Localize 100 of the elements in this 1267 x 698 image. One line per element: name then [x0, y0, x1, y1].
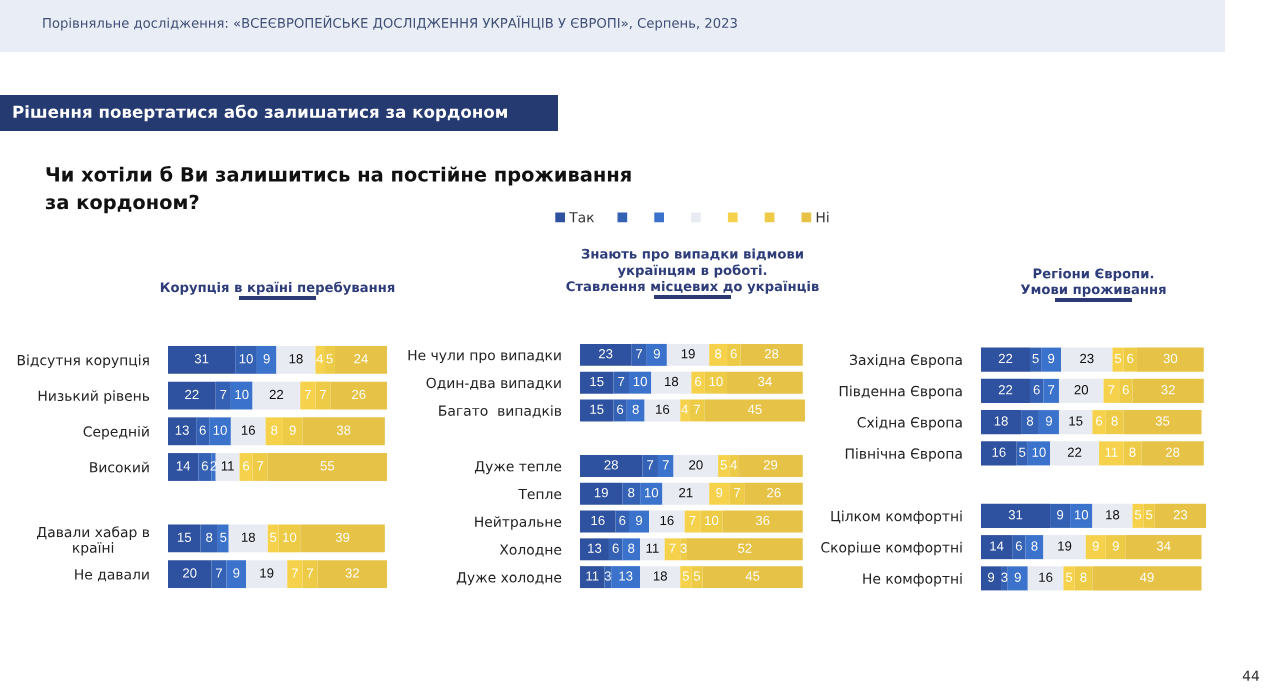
legend-label: Так [569, 212, 595, 223]
data-label: 7 [220, 389, 227, 399]
data-label: 24 [354, 354, 368, 364]
data-label: 39 [335, 532, 350, 542]
data-label: 22 [1067, 447, 1082, 457]
bar [642, 455, 658, 477]
y-tick-label: Низький рівень [38, 390, 150, 404]
bar [211, 560, 227, 589]
bar [981, 441, 1017, 466]
bar [198, 453, 212, 481]
bar [209, 417, 231, 446]
bar [580, 371, 614, 394]
data-label: 18 [994, 416, 1008, 426]
data-label: 18 [241, 532, 255, 542]
bar [196, 417, 210, 446]
bar [981, 410, 1022, 435]
data-label: 6 [612, 543, 619, 553]
bar [981, 378, 1031, 403]
bar [644, 399, 681, 422]
data-label: 9 [1045, 416, 1052, 426]
data-label: 10 [213, 425, 227, 435]
bar [651, 371, 692, 394]
chart-title: Корупція в країні перебування [160, 281, 395, 295]
data-label: 45 [747, 404, 762, 414]
bar [580, 343, 632, 366]
chart-title: Регіони Європи. Умови проживання [1020, 268, 1166, 297]
bar [666, 343, 710, 366]
data-label: 9 [1092, 541, 1099, 551]
bar [230, 417, 266, 446]
data-label: 9 [635, 515, 643, 526]
bar [1001, 566, 1008, 591]
y-tick-label: Середній [83, 426, 149, 440]
data-label: 28 [1165, 447, 1180, 457]
bar [1061, 347, 1113, 372]
bar [981, 347, 1031, 372]
bar [168, 453, 199, 481]
data-label: 16 [1039, 572, 1053, 582]
bar [622, 482, 641, 505]
data-label: 11 [1105, 447, 1118, 457]
data-label: 18 [289, 354, 303, 364]
data-label: 7 [215, 568, 222, 578]
data-label: 19 [1058, 541, 1072, 551]
data-label: 5 [1032, 353, 1039, 364]
data-label: 4 [316, 354, 324, 364]
data-label: 31 [1008, 510, 1023, 520]
bar [613, 371, 630, 394]
bar [1058, 378, 1104, 403]
bar [580, 399, 614, 422]
data-label: 5 [1065, 572, 1073, 582]
data-label: 7 [291, 568, 298, 578]
data-label: 9 [653, 349, 660, 359]
bar [252, 381, 301, 410]
bar [629, 510, 650, 533]
data-label: 10 [283, 532, 297, 542]
y-tick-label: Тепле [518, 488, 562, 500]
bar [673, 455, 719, 477]
data-label: 8 [1080, 572, 1087, 582]
data-label: 32 [345, 568, 359, 578]
data-label: 13 [588, 543, 602, 553]
data-label: 6 [730, 349, 737, 359]
bar [230, 381, 253, 410]
data-label: 29 [763, 460, 778, 470]
data-label: 8 [715, 349, 722, 359]
data-label: 7 [669, 543, 676, 553]
data-label: 10 [709, 376, 723, 387]
data-label: 14 [990, 541, 1004, 551]
bar [629, 371, 652, 394]
data-label: 11 [646, 543, 659, 553]
data-label: 3 [1001, 572, 1008, 582]
data-label: 3 [680, 543, 687, 553]
data-label: 10 [235, 389, 249, 400]
bar [256, 345, 277, 374]
data-label: 34 [1156, 541, 1171, 551]
bar [657, 455, 674, 477]
bar [168, 345, 236, 374]
y-tick-label: Цілком комфортні [831, 510, 962, 525]
data-label: 7 [636, 349, 643, 359]
data-label: 8 [206, 532, 213, 542]
y-tick-label: Один-два випадки [426, 377, 561, 390]
data-label: 9 [1112, 541, 1119, 551]
bar [168, 524, 201, 553]
y-tick-label: Високий [90, 461, 149, 473]
bar [613, 399, 627, 422]
bar [1012, 535, 1026, 560]
data-label: 8 [1031, 541, 1038, 551]
bar [631, 343, 647, 366]
bar [226, 560, 247, 589]
bar [215, 453, 240, 481]
data-label: 16 [591, 515, 605, 526]
data-label: 5 [270, 532, 277, 542]
data-label: 9 [1014, 572, 1021, 582]
data-label: 8 [1129, 447, 1136, 457]
y-tick-label: Північна Європа [845, 448, 962, 462]
data-label: 5 [1134, 510, 1142, 520]
data-label: 7 [618, 377, 625, 387]
data-label: 5 [693, 571, 701, 581]
bar [640, 482, 663, 505]
bar [611, 566, 641, 589]
data-label: 6 [199, 425, 206, 435]
bar [215, 381, 231, 410]
